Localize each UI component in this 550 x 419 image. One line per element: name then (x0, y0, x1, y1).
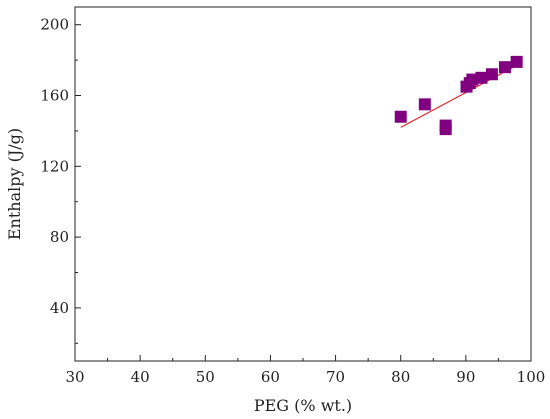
y-tick-label: 120 (40, 157, 69, 175)
x-tick-label: 50 (196, 368, 215, 386)
data-point (485, 68, 498, 81)
x-tick-label: 40 (131, 368, 150, 386)
data-point (510, 55, 523, 68)
plot-border (74, 6, 532, 362)
x-tick-label: 90 (456, 368, 475, 386)
data-points (394, 55, 523, 136)
y-tick-label: 200 (40, 16, 69, 34)
y-tick-label: 40 (50, 299, 69, 317)
data-point (394, 110, 407, 123)
data-point (439, 123, 452, 136)
data-point (418, 98, 431, 111)
x-tick-label: 70 (326, 368, 345, 386)
y-tick-label: 160 (40, 87, 69, 105)
x-tick-label: 60 (261, 368, 280, 386)
x-axis-ticks: 30 40 50 60 70 80 90 100 (65, 355, 545, 386)
plot-frame (74, 6, 532, 362)
x-tick-label: 80 (391, 368, 410, 386)
data-point (498, 61, 511, 74)
y-axis-title: Enthalpy (J/g) (5, 128, 24, 240)
y-tick-label: 80 (50, 228, 69, 246)
data-point (475, 71, 488, 84)
x-axis-title: PEG (% wt.) (254, 396, 352, 415)
fit-line (400, 64, 517, 128)
y-axis-ticks: 40 80 120 160 200 (40, 16, 81, 344)
fit-line-group (400, 64, 517, 128)
x-tick-label: 100 (517, 368, 546, 386)
x-tick-label: 30 (65, 368, 84, 386)
data-point (466, 73, 479, 86)
